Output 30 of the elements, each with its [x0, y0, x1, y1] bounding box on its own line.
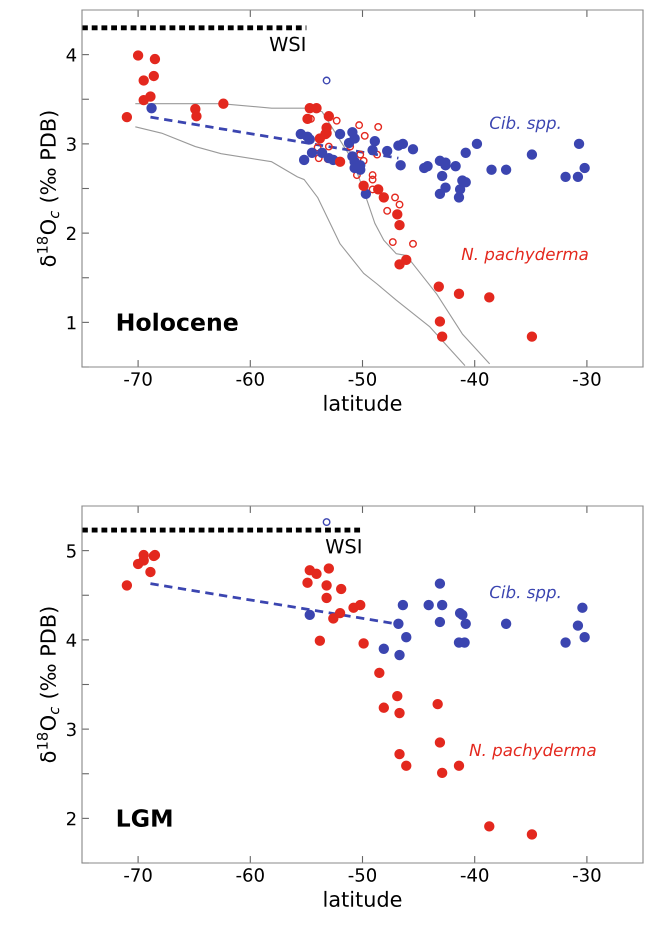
y-axis-title: δ$^{18}$O$_{c}$ (‰ PDB)	[36, 112, 60, 266]
y-tick-label: 4	[66, 634, 76, 647]
x-axis-title: latitude	[324, 890, 402, 908]
x-tick-label: -50	[348, 868, 376, 882]
x-axis-title: latitude	[324, 394, 402, 412]
y-tick-label: 4	[66, 48, 76, 62]
series-label: N. pachyderma	[470, 743, 596, 760]
series-label: Cib. spp.	[490, 585, 560, 602]
series-label: WSI	[326, 538, 361, 554]
x-tick-label: -40	[460, 372, 488, 386]
x-tick-label: -40	[460, 868, 488, 882]
series-label: WSI	[270, 36, 304, 52]
y-axis-title: δ$^{18}$O$_{c}$ (‰ PDB)	[36, 608, 60, 762]
x-tick-label: -30	[573, 372, 600, 386]
y-tick-label: 3	[67, 722, 76, 736]
x-tick-label: -60	[236, 868, 264, 882]
annotation: LGM	[118, 809, 172, 828]
y-tick-label: 2	[66, 226, 76, 240]
x-tick-label: -50	[348, 372, 376, 386]
y-tick-label: 5	[67, 544, 76, 558]
series-label: N. pachyderma	[462, 247, 588, 264]
y-tick-label: 1	[68, 316, 76, 330]
x-tick-label: -70	[124, 868, 152, 882]
x-tick-label: -70	[124, 372, 152, 386]
x-tick-label: -30	[573, 868, 600, 882]
annotation: Holocene	[118, 312, 238, 332]
y-tick-label: 3	[67, 137, 76, 151]
y-tick-label: 2	[66, 812, 76, 826]
x-tick-label: -60	[236, 372, 264, 386]
series-label: Cib. spp.	[490, 116, 560, 132]
